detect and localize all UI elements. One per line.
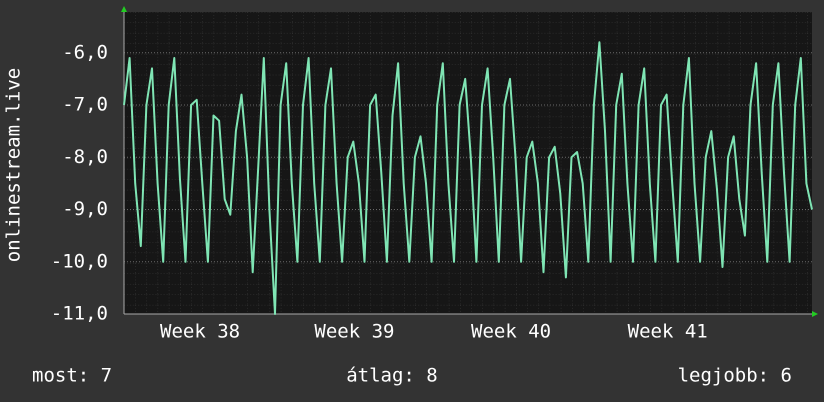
footer-current: most: 7 xyxy=(32,365,112,387)
x-tick-label: Week 38 xyxy=(160,321,240,343)
x-tick-label: Week 39 xyxy=(314,321,394,343)
x-arrow xyxy=(812,311,818,317)
minor-grid xyxy=(124,12,812,314)
y-tick-label: -6,0 xyxy=(62,41,108,63)
data-line xyxy=(123,41,813,315)
y-tick-label: -11,0 xyxy=(51,303,108,325)
y-tick-label: -9,0 xyxy=(62,198,108,220)
y-arrow xyxy=(121,6,127,12)
footer-average: átlag: 8 xyxy=(346,365,438,387)
x-tick-label: Week 41 xyxy=(628,321,708,343)
y-tick-label: -7,0 xyxy=(62,94,108,116)
y-tick-label: -10,0 xyxy=(51,250,108,272)
y-tick-label: -8,0 xyxy=(62,146,108,168)
y-axis-label: onlinestream.live xyxy=(3,68,25,262)
footer-best: legjobb: 6 xyxy=(678,365,792,387)
x-tick-label: Week 40 xyxy=(471,321,551,343)
